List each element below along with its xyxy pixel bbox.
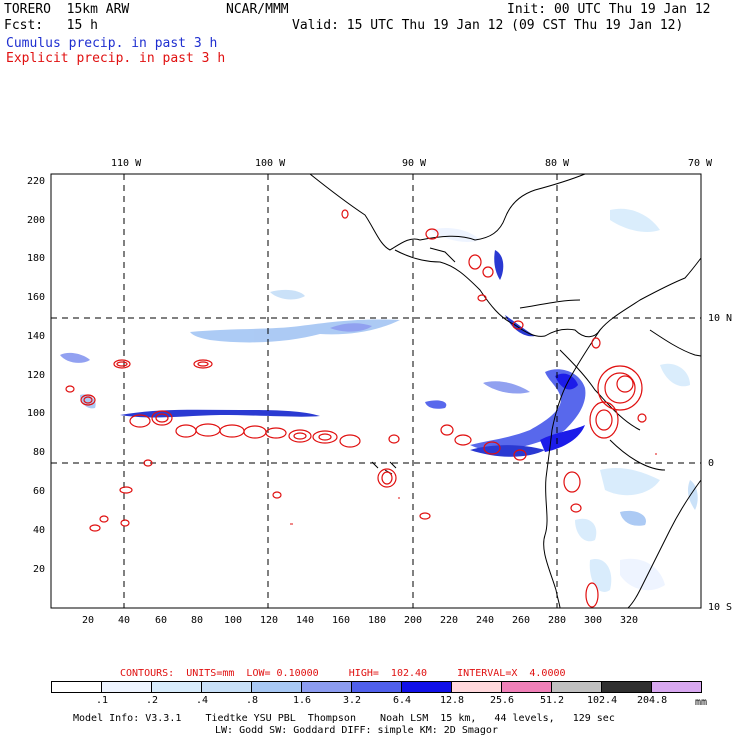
bottom-tick: 200 (404, 615, 423, 626)
forecast-hour: Fcst: 15 h (4, 18, 98, 33)
legend-cell (552, 681, 602, 693)
legend-cell (402, 681, 452, 693)
lat-label-10n: 10 N (708, 313, 733, 324)
bottom-tick: 280 (548, 615, 567, 626)
left-tick: 160 (27, 292, 46, 303)
model-info: Model Info: V3.3.1 Tiedtke YSU PBL Thomp… (73, 713, 615, 724)
bottom-tick: 20 (82, 615, 95, 626)
cumulus-label: Cumulus precip. in past 3 h (6, 36, 218, 51)
legend-label: 204.8 (637, 695, 668, 706)
left-tick: 140 (27, 331, 46, 342)
legend-cell (102, 681, 152, 693)
legend-label: 1.6 (293, 695, 312, 706)
left-tick: 80 (33, 447, 46, 458)
legend-cell (202, 681, 252, 693)
legend-label: 3.2 (343, 695, 362, 706)
legend-label: .8 (246, 695, 259, 706)
physics-info: LW: Godd SW: Goddard DIFF: simple KM: 2D… (215, 725, 498, 736)
lat-lon-grid (51, 174, 701, 608)
init-time: Init: 00 UTC Thu 19 Jan 12 (507, 2, 711, 17)
legend-cell (302, 681, 352, 693)
contours-info: CONTOURS: UNITS=mm LOW= 0.10000 HIGH= 10… (120, 668, 566, 679)
left-tick: 60 (33, 486, 46, 497)
lon-label-90w: 90 W (402, 158, 427, 169)
legend-unit: mm (695, 697, 708, 708)
bottom-tick: 240 (476, 615, 495, 626)
legend-label: 6.4 (393, 695, 412, 706)
lon-label-70w: 70 W (688, 158, 713, 169)
left-tick: 40 (33, 525, 46, 536)
coastlines (309, 173, 702, 609)
bottom-tick: 40 (118, 615, 131, 626)
left-tick: 180 (27, 253, 46, 264)
left-tick: 100 (27, 408, 46, 419)
legend-cell (502, 681, 552, 693)
bottom-tick: 260 (512, 615, 531, 626)
legend-label: 12.8 (440, 695, 465, 706)
left-tick: 20 (33, 564, 46, 575)
lon-label-110w: 110 W (111, 158, 142, 169)
bottom-tick: 100 (224, 615, 243, 626)
legend-cell (652, 681, 702, 693)
legend-cell (352, 681, 402, 693)
legend-cell (252, 681, 302, 693)
legend-cell (452, 681, 502, 693)
bottom-tick: 160 (332, 615, 351, 626)
bottom-tick: 320 (620, 615, 639, 626)
explicit-precip-contours (65, 209, 647, 608)
bottom-tick: 140 (296, 615, 315, 626)
legend-label: .1 (96, 695, 109, 706)
legend-label: 102.4 (587, 695, 618, 706)
left-tick: 120 (27, 370, 46, 381)
bottom-tick: 80 (191, 615, 204, 626)
plot-frame (50, 173, 702, 609)
bottom-tick: 220 (440, 615, 459, 626)
small-contour-marks (290, 453, 657, 525)
org-label: NCAR/MMM (226, 2, 289, 17)
bottom-tick: 180 (368, 615, 387, 626)
lon-label-80w: 80 W (545, 158, 570, 169)
lon-label-100w: 100 W (255, 158, 286, 169)
explicit-label: Explicit precip. in past 3 h (6, 51, 226, 66)
legend-cell (152, 681, 202, 693)
legend-label: .2 (146, 695, 159, 706)
legend-label: .4 (196, 695, 209, 706)
valid-time: Valid: 15 UTC Thu 19 Jan 12 (09 CST Thu … (292, 18, 684, 33)
legend-label: 51.2 (540, 695, 565, 706)
lat-label-10s: 10 S (708, 602, 733, 613)
left-tick: 220 (27, 176, 46, 187)
bottom-tick: 300 (584, 615, 603, 626)
model-title: TORERO 15km ARW (4, 2, 130, 17)
bottom-tick: 120 (260, 615, 279, 626)
legend-cell (51, 681, 102, 693)
legend-cell (602, 681, 652, 693)
left-tick: 200 (27, 215, 46, 226)
lat-label-0: 0 (708, 458, 715, 469)
bottom-tick: 60 (155, 615, 168, 626)
legend-label: 25.6 (490, 695, 515, 706)
